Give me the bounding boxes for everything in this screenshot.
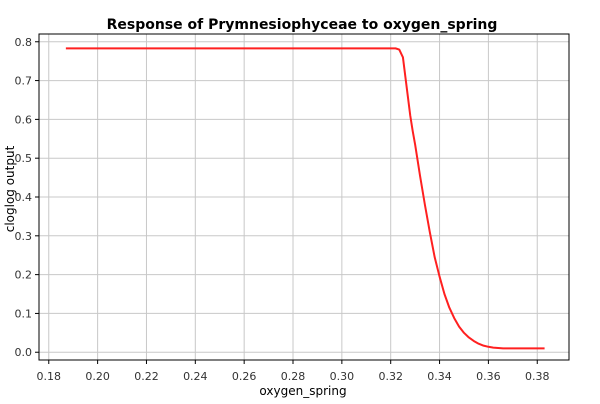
y-tick-label: 0.5 bbox=[15, 152, 33, 165]
x-tick-label: 0.18 bbox=[37, 370, 62, 383]
y-tick-label: 0.7 bbox=[15, 75, 33, 88]
x-tick-label: 0.24 bbox=[183, 370, 208, 383]
y-tick-label: 0.1 bbox=[15, 307, 33, 320]
x-axis-title: oxygen_spring bbox=[259, 384, 346, 398]
y-tick-label: 0.8 bbox=[15, 36, 33, 49]
response-curve-line bbox=[65, 47, 545, 350]
y-tick-label: 0.4 bbox=[15, 191, 33, 204]
chart-title: Response of Prymnesiophyceae to oxygen_s… bbox=[107, 17, 498, 33]
x-tick-label: 0.28 bbox=[281, 370, 306, 383]
grid-lines bbox=[39, 34, 569, 360]
x-tick-label: 0.20 bbox=[85, 370, 110, 383]
x-tick-label: 0.38 bbox=[525, 370, 550, 383]
x-tick-label: 0.34 bbox=[427, 370, 452, 383]
x-tick-label: 0.22 bbox=[134, 370, 159, 383]
x-tick-label: 0.30 bbox=[330, 370, 355, 383]
y-tick-label: 0.3 bbox=[15, 230, 33, 243]
y-tick-label: 0.0 bbox=[15, 346, 33, 359]
x-tick-label: 0.26 bbox=[232, 370, 257, 383]
axis-ticks: 0.18 0.20 0.22 0.24 0.26 0.28 0.30 0.32 0.34 0.36… bbox=[15, 36, 550, 383]
x-tick-label: 0.36 bbox=[476, 370, 501, 383]
x-tick-label: 0.32 bbox=[378, 370, 403, 383]
y-tick-label: 0.6 bbox=[15, 113, 33, 126]
y-tick-label: 0.2 bbox=[15, 269, 33, 282]
y-axis-title: cloglog output bbox=[3, 145, 17, 232]
